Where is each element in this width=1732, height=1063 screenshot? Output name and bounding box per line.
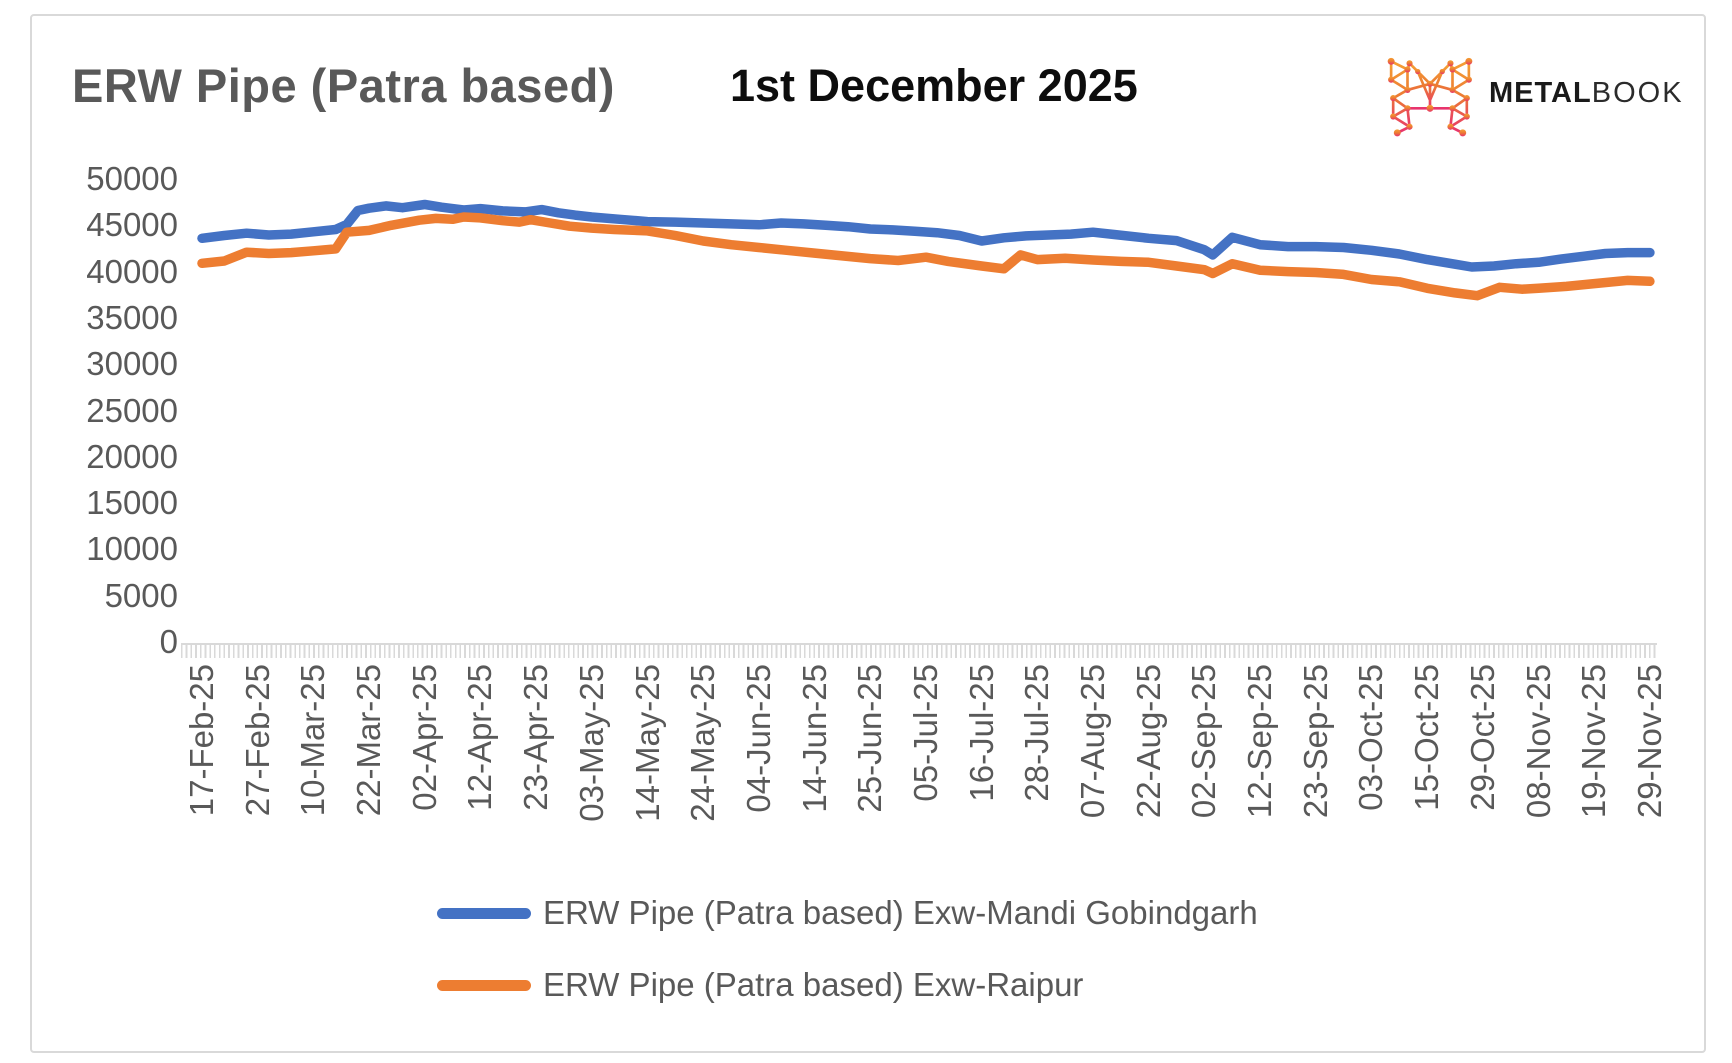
y-axis-label: 0 <box>159 623 178 660</box>
legend-swatch-orange <box>437 979 531 991</box>
logo-text-light: BOOK <box>1591 76 1684 109</box>
y-axis-label: 15000 <box>86 484 178 522</box>
legend-label: ERW Pipe (Patra based) Exw-Raipur <box>543 966 1084 1003</box>
legend-label: ERW Pipe (Patra based) Exw-Mandi Gobindg… <box>543 894 1258 931</box>
logo-text-bold: METAL <box>1489 76 1592 109</box>
y-axis-label: 5000 <box>104 576 178 614</box>
metalbook-logo-icon <box>1387 57 1473 137</box>
y-axis-label: 10000 <box>86 530 178 568</box>
y-axis-label: 45000 <box>86 206 178 244</box>
y-axis-label: 40000 <box>86 252 178 290</box>
legend-swatch-blue <box>437 907 531 919</box>
y-axis-label: 20000 <box>86 437 178 475</box>
chart-date: 1st December 2025 <box>730 60 1138 111</box>
legend-item-raipur: ERW Pipe (Patra based) Exw-Raipur <box>437 965 1083 1005</box>
y-axis-label: 25000 <box>86 391 178 429</box>
chart-title: ERW Pipe (Patra based) <box>72 59 615 112</box>
chart-frame <box>30 14 1706 1053</box>
metalbook-logo-text: METALBOOK <box>1489 77 1684 110</box>
y-axis-label: 35000 <box>86 298 178 336</box>
series-line-mandi-gobindgarh <box>197 199 1655 272</box>
y-axis-label: 30000 <box>86 345 178 383</box>
y-axis: 0 5000 10000 15000 20000 25000 30000 35000 40000… <box>30 0 178 720</box>
series-line-raipur <box>197 212 1655 301</box>
legend-item-mandi-gobindgarh: ERW Pipe (Patra based) Exw-Mandi Gobindg… <box>437 893 1258 933</box>
y-axis-label: 50000 <box>86 160 178 197</box>
x-axis-tick-strip <box>181 643 1657 658</box>
metalbook-logo: METALBOOK <box>1385 48 1684 138</box>
